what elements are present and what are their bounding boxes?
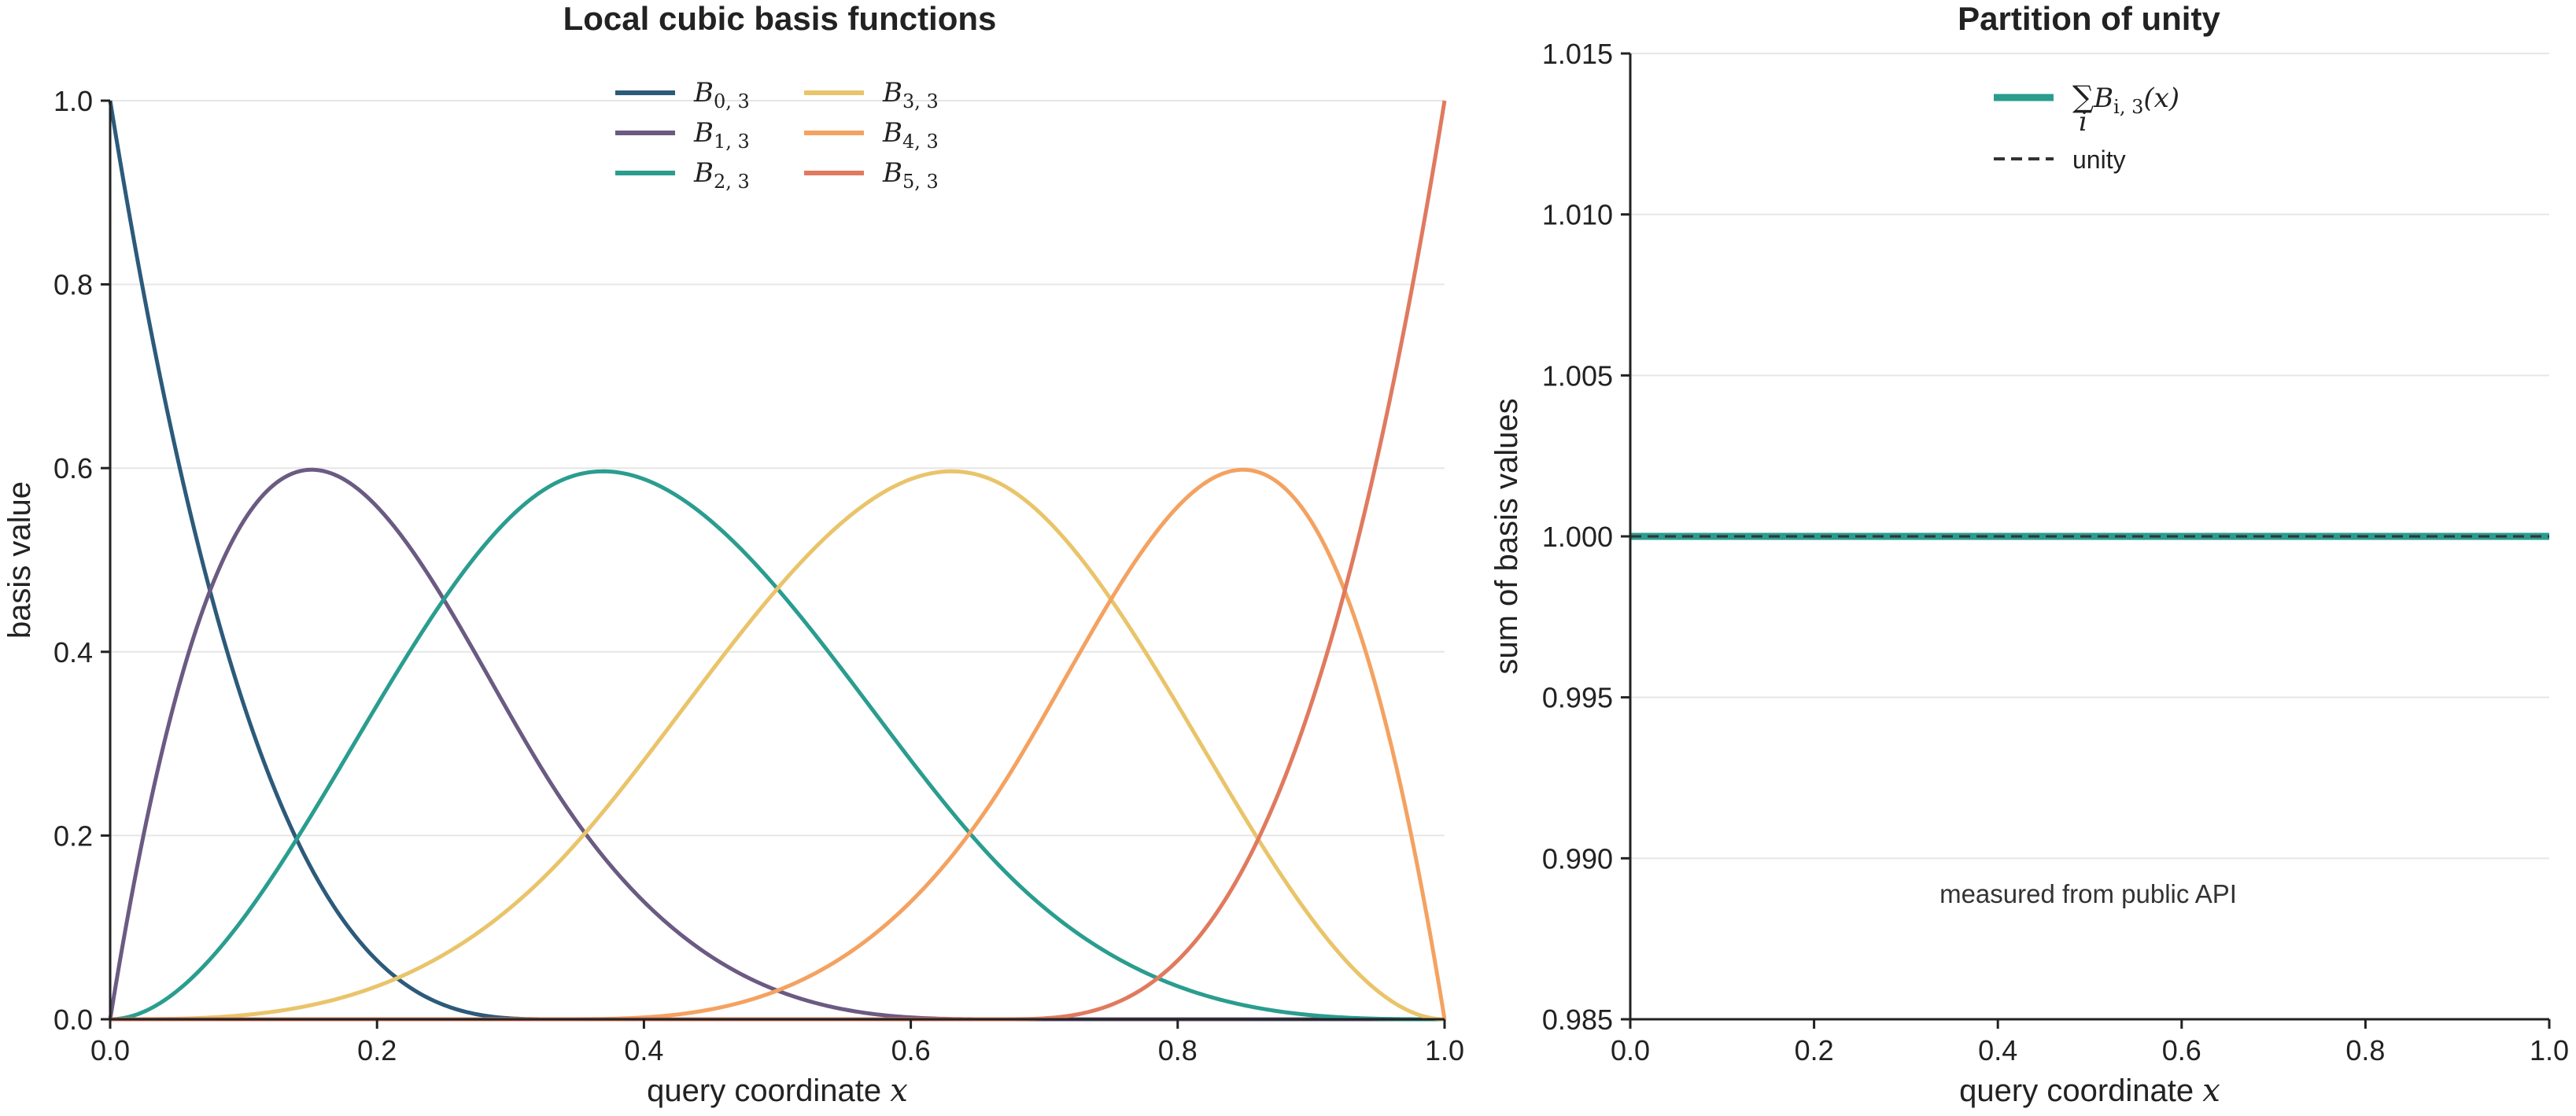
x-tick-label: 0.2 <box>1795 1034 1834 1066</box>
y-tick-label: 0.4 <box>54 636 93 668</box>
chart-title: Partition of unity <box>1958 0 2220 37</box>
series-line-0 <box>108 100 1445 1022</box>
y-tick-label: 0.995 <box>1542 682 1613 714</box>
x-tick-label: 0.4 <box>624 1034 663 1066</box>
y-tick-label: 0.990 <box>1542 842 1613 875</box>
legend-symbol: B <box>693 77 714 109</box>
legend-entry: B2, 3 <box>693 157 750 193</box>
series-line-5 <box>110 100 1447 1022</box>
legend: B0, 3B1, 3B2, 3B3, 3B4, 3B5, 3 <box>615 77 939 193</box>
legend-subscript: 0, 3 <box>714 90 750 112</box>
x-ticks: 0.0 0.2 0.4 0.6 0.8 1.0 <box>90 1019 1464 1066</box>
x-tick-label: 1.0 <box>1425 1034 1464 1066</box>
x-axis-label: query coordinate x <box>647 1073 908 1109</box>
legend-entry: B0, 3 <box>693 77 750 112</box>
x-tick-label: 0.6 <box>2162 1034 2201 1066</box>
y-axis-label: sum of basis values <box>1489 398 1524 674</box>
y-tick-label: 1.010 <box>1542 199 1613 231</box>
annotation-text: measured from public API <box>1939 879 2237 908</box>
legend-argument: (x) <box>2143 83 2179 114</box>
series-line-2 <box>109 469 1445 1022</box>
series-line-4 <box>110 467 1447 1022</box>
chart-title: Local cubic basis functions <box>563 0 997 37</box>
legend-subscript: 3, 3 <box>902 90 939 112</box>
legend-sum-index: i <box>2079 106 2087 138</box>
legend-symbol: B <box>882 77 902 109</box>
y-tick-label: 1.005 <box>1542 359 1613 392</box>
y-tick-label: 1.015 <box>1542 38 1613 70</box>
series-curves <box>108 100 1447 1022</box>
chart-partition-of-unity: Partition of unity 0.0 0.2 0.4 0.6 0.8 1.0 0.… <box>1489 0 2569 1109</box>
legend-subscript: i, 3 <box>2113 96 2143 118</box>
x-tick-label: 0.8 <box>1158 1034 1198 1066</box>
y-tick-label: 1.0 <box>54 85 93 117</box>
y-tick-label: 0.8 <box>54 269 93 301</box>
legend-symbol: B <box>882 157 902 189</box>
x-tick-label: 0.4 <box>1978 1034 2017 1066</box>
y-tick-label: 0.985 <box>1542 1004 1613 1036</box>
legend-entry: B5, 3 <box>882 157 939 193</box>
legend-subscript: 4, 3 <box>902 131 939 153</box>
legend-symbol: B <box>693 157 714 189</box>
legend-entry: B1, 3 <box>693 117 750 153</box>
legend-subscript: 2, 3 <box>714 171 750 193</box>
legend-subscript: 1, 3 <box>714 131 750 153</box>
legend-sum-symbol: ∑ <box>2072 79 2094 114</box>
y-ticks: 0.985 0.990 0.995 1.000 1.005 1.010 1.015 <box>1542 38 1630 1036</box>
x-ticks: 0.0 0.2 0.4 0.6 0.8 1.0 <box>1611 1019 2569 1066</box>
y-axis-label: basis value <box>2 481 37 639</box>
legend-symbol: B <box>882 117 902 149</box>
y-tick-label: 0.0 <box>54 1004 93 1036</box>
y-tick-label: 0.2 <box>54 820 93 852</box>
grid-lines <box>110 100 1445 1020</box>
axes <box>109 101 1445 1021</box>
legend-symbol: B <box>693 117 714 149</box>
chart-basis-functions: Local cubic basis functions 0.0 0.2 0.4 0.6… <box>2 0 1464 1109</box>
x-tick-label: 1.0 <box>2530 1034 2569 1066</box>
x-tick-label: 0.0 <box>1611 1034 1650 1066</box>
x-tick-label: 0.6 <box>891 1034 931 1066</box>
x-tick-label: 0.8 <box>2345 1034 2385 1066</box>
legend-symbol: B <box>2093 83 2113 114</box>
y-tick-label: 1.000 <box>1542 521 1613 553</box>
legend-entry: unity <box>2072 145 2126 174</box>
series-line-3 <box>110 469 1445 1022</box>
legend-entry: B4, 3 <box>882 117 939 153</box>
x-tick-label: 0.2 <box>357 1034 397 1066</box>
legend-entry: ∑Bi, 3(x) <box>2072 79 2179 118</box>
y-tick-label: 0.6 <box>54 452 93 484</box>
y-ticks: 0.0 0.2 0.4 0.6 0.8 1.0 <box>54 85 110 1036</box>
series-line-1 <box>108 467 1445 1022</box>
legend-subscript: 5, 3 <box>902 171 939 193</box>
legend-entry: B3, 3 <box>882 77 939 112</box>
x-axis-label: query coordinate x <box>1959 1073 2220 1109</box>
x-tick-label: 0.0 <box>90 1034 130 1066</box>
